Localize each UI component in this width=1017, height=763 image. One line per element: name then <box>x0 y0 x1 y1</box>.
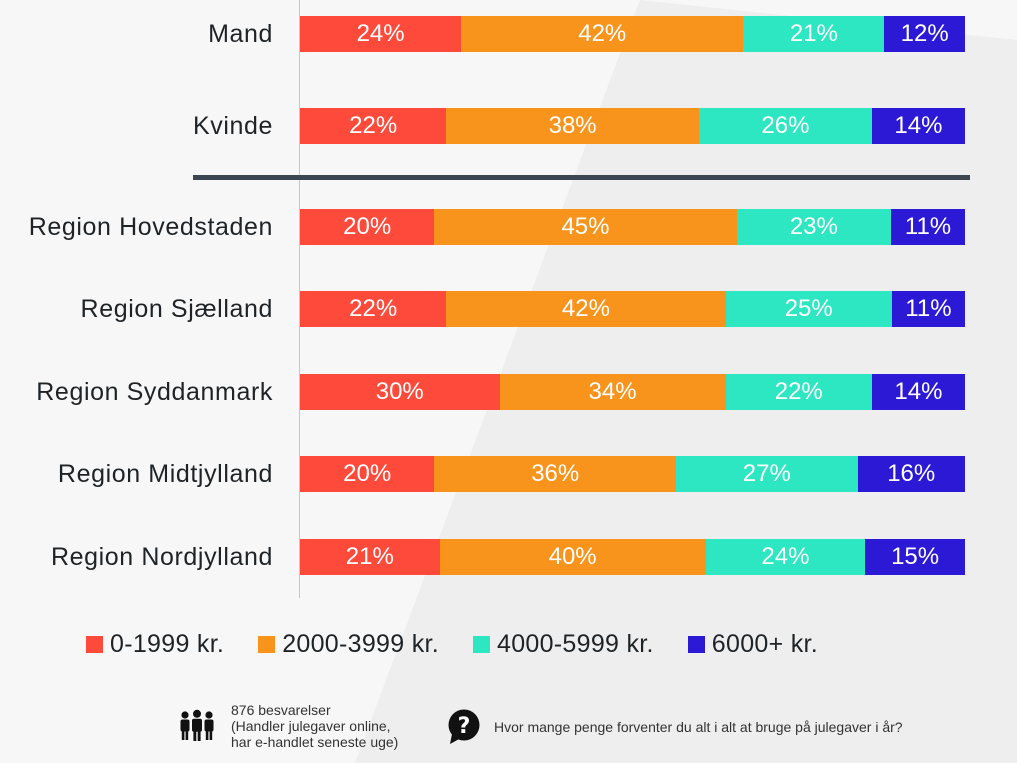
bar-segment-region-hovedstaden-2000-3999-kr: 45% <box>434 209 737 245</box>
data-label: 24% <box>761 543 810 570</box>
bar-segment-region-sjaelland-0-1999-kr: 22% <box>300 291 447 327</box>
bar-row-region-sjaelland: 22% 42% 25% 11% <box>300 291 965 327</box>
legend-swatch <box>687 636 705 653</box>
legend-swatch <box>258 636 276 653</box>
legend-item-2000-3999-kr: 2000-3999 kr. <box>258 630 439 659</box>
data-label: 21% <box>789 20 838 47</box>
legend-label: 2000-3999 kr. <box>282 630 439 658</box>
legend-label: 4000-5999 kr. <box>496 630 654 658</box>
bar-row-region-syddanmark: 30% 34% 22% 14% <box>300 374 965 410</box>
data-label: 45% <box>561 213 610 240</box>
bar-segment-kvinde-4000-5999-kr: 26% <box>698 108 872 144</box>
respondents-note: 876 besvarelser (Handler julegaver onlin… <box>231 702 398 750</box>
bar-row-region-nordjylland: 21% 40% 24% 15% <box>300 539 965 575</box>
bar-row-region-midtjylland: 20% 36% 27% 16% <box>300 456 965 492</box>
data-label: 42% <box>561 295 610 322</box>
data-label: 22% <box>774 378 823 405</box>
data-label: 12% <box>900 20 949 47</box>
data-label: 20% <box>343 213 392 240</box>
legend-swatch <box>472 636 490 653</box>
bar-segment-region-midtjylland-2000-3999-kr: 36% <box>434 456 677 492</box>
data-label: 30% <box>375 378 424 405</box>
legend-item-0-1999-kr: 0-1999 kr. <box>86 630 224 659</box>
data-label: 14% <box>894 112 943 139</box>
bar-segment-region-nordjylland-6000-kr: 15% <box>865 539 965 575</box>
legend-label: 6000+ kr. <box>711 630 819 658</box>
bar-segment-region-syddanmark-6000-kr: 14% <box>871 374 965 410</box>
data-label: 24% <box>356 20 405 47</box>
data-label: 36% <box>531 460 580 487</box>
bar-segment-region-hovedstaden-6000-kr: 11% <box>891 209 965 245</box>
category-label-region-hovedstaden: Region Hovedstaden <box>28 213 273 241</box>
legend-item-4000-5999-kr: 4000-5999 kr. <box>472 630 654 659</box>
bar-segment-region-nordjylland-0-1999-kr: 21% <box>300 539 440 575</box>
data-label: 38% <box>548 112 597 139</box>
bar-segment-kvinde-2000-3999-kr: 38% <box>446 108 699 144</box>
data-label: 22% <box>349 295 398 322</box>
data-label: 11% <box>905 295 952 322</box>
bar-segment-region-syddanmark-2000-3999-kr: 34% <box>499 374 726 410</box>
data-label: 21% <box>345 543 394 570</box>
category-label-mand: Mand <box>208 20 273 48</box>
legend: 0-1999 kr. 2000-3999 kr. 4000-5999 kr. 6000… <box>86 630 818 659</box>
data-label: 42% <box>578 20 627 47</box>
data-label: 25% <box>784 295 833 322</box>
category-label-region-sjaelland: Region Sjælland <box>80 295 273 323</box>
bar-segment-region-hovedstaden-0-1999-kr: 20% <box>300 209 435 245</box>
data-label: 27% <box>742 460 791 487</box>
legend-swatch <box>86 636 103 653</box>
bar-segment-region-midtjylland-6000-kr: 16% <box>857 456 965 492</box>
data-label: 40% <box>548 543 597 570</box>
data-label: 20% <box>343 460 392 487</box>
bar-segment-region-syddanmark-0-1999-kr: 30% <box>300 374 500 410</box>
data-label: 22% <box>349 112 398 139</box>
data-label: 34% <box>588 378 637 405</box>
bar-segment-region-midtjylland-4000-5999-kr: 27% <box>676 456 858 492</box>
group-divider <box>193 175 970 180</box>
bar-segment-region-sjaelland-2000-3999-kr: 42% <box>446 291 726 327</box>
category-axis-line <box>299 0 300 598</box>
category-label-region-nordjylland: Region Nordjylland <box>50 543 273 571</box>
bar-segment-region-nordjylland-2000-3999-kr: 40% <box>439 539 706 575</box>
data-label: 23% <box>789 213 838 240</box>
category-label-kvinde: Kvinde <box>192 112 273 140</box>
legend-label: 0-1999 kr. <box>110 630 225 658</box>
category-label-region-syddanmark: Region Syddanmark <box>36 378 273 406</box>
data-label: 11% <box>904 213 952 240</box>
bar-segment-region-midtjylland-0-1999-kr: 20% <box>300 456 435 492</box>
data-label: 26% <box>761 112 810 139</box>
bar-segment-mand-4000-5999-kr: 21% <box>743 16 885 52</box>
respondents-criteria-line2: har e-handlet seneste uge) <box>231 734 399 750</box>
svg-text:?: ? <box>458 714 471 739</box>
legend-item-6000-kr: 6000+ kr. <box>687 630 819 659</box>
respondents-count: 876 besvarelser <box>231 702 331 718</box>
data-label: 16% <box>887 460 936 487</box>
respondents-criteria-line1: (Handler julegaver online, <box>231 718 391 734</box>
bar-segment-mand-2000-3999-kr: 42% <box>461 16 744 52</box>
bar-row-region-hovedstaden: 20% 45% 23% 11% <box>300 209 965 245</box>
bar-row-mand: 24% 42% 21% 12% <box>300 16 965 52</box>
data-label: 15% <box>891 543 940 570</box>
bar-segment-kvinde-0-1999-kr: 22% <box>300 108 447 144</box>
bar-segment-mand-6000-kr: 12% <box>884 16 965 52</box>
category-label-region-midtjylland: Region Midtjylland <box>57 460 273 488</box>
bar-segment-kvinde-6000-kr: 14% <box>871 108 965 144</box>
bar-segment-region-sjaelland-4000-5999-kr: 25% <box>725 291 892 327</box>
bar-segment-region-sjaelland-6000-kr: 11% <box>891 291 965 327</box>
bar-segment-mand-0-1999-kr: 24% <box>300 16 462 52</box>
bar-segment-region-nordjylland-4000-5999-kr: 24% <box>705 539 866 575</box>
survey-question: Hvor mange penge forventer du alt i alt … <box>494 719 903 735</box>
people-icon <box>180 709 214 741</box>
data-label: 14% <box>894 378 943 405</box>
bar-row-kvinde: 22% 38% 26% 14% <box>300 108 965 144</box>
bar-segment-region-hovedstaden-4000-5999-kr: 23% <box>736 209 892 245</box>
bar-segment-region-syddanmark-4000-5999-kr: 22% <box>725 374 872 410</box>
question-bubble-icon: ? <box>448 709 480 744</box>
